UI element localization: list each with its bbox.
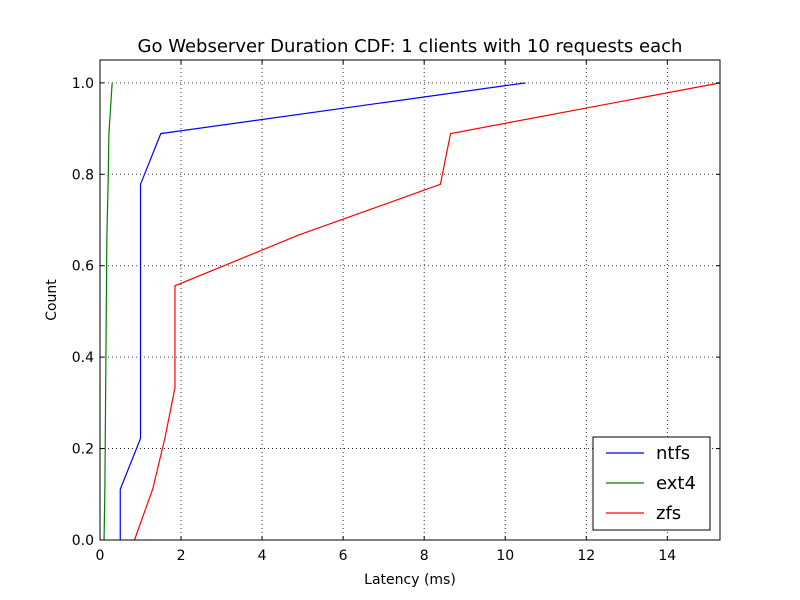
series-line-zfs bbox=[133, 82, 721, 541]
x-tick-label: 10 bbox=[496, 548, 514, 564]
y-tick-label: 0.4 bbox=[72, 350, 94, 366]
x-tick-label: 2 bbox=[177, 548, 186, 564]
x-tick-label: 4 bbox=[258, 548, 267, 564]
legend-label-ntfs: ntfs bbox=[656, 443, 690, 464]
y-tick-label: 0.6 bbox=[72, 259, 94, 275]
series-line-ext4 bbox=[103, 82, 113, 541]
x-tick-label: 6 bbox=[339, 548, 348, 564]
x-tick-label: 14 bbox=[658, 548, 676, 564]
axis-ticks: 0 2 4 6 8 10 12 14 0.0 0.2 0.4 0.6 0.8 1.0 bbox=[72, 60, 720, 564]
y-tick-label: 0.8 bbox=[72, 167, 94, 183]
series-line-ntfs bbox=[119, 82, 526, 540]
legend-label-ext4: ext4 bbox=[656, 473, 696, 494]
series-lines bbox=[103, 82, 721, 541]
x-tick-label: 0 bbox=[96, 548, 105, 564]
x-axis-label: Latency (ms) bbox=[364, 572, 456, 588]
legend-label-zfs: zfs bbox=[656, 503, 681, 524]
legend: ntfs ext4 zfs bbox=[592, 436, 711, 531]
y-tick-label: 0.0 bbox=[72, 533, 94, 549]
x-tick-label: 8 bbox=[420, 548, 429, 564]
y-tick-label: 1.0 bbox=[72, 76, 94, 92]
y-tick-label: 0.2 bbox=[72, 442, 94, 458]
plot-frame bbox=[99, 59, 721, 541]
chart-title: Go Webserver Duration CDF: 1 clients wit… bbox=[138, 36, 683, 57]
x-tick-label: 12 bbox=[577, 548, 595, 564]
y-axis-label: Count bbox=[44, 279, 60, 321]
